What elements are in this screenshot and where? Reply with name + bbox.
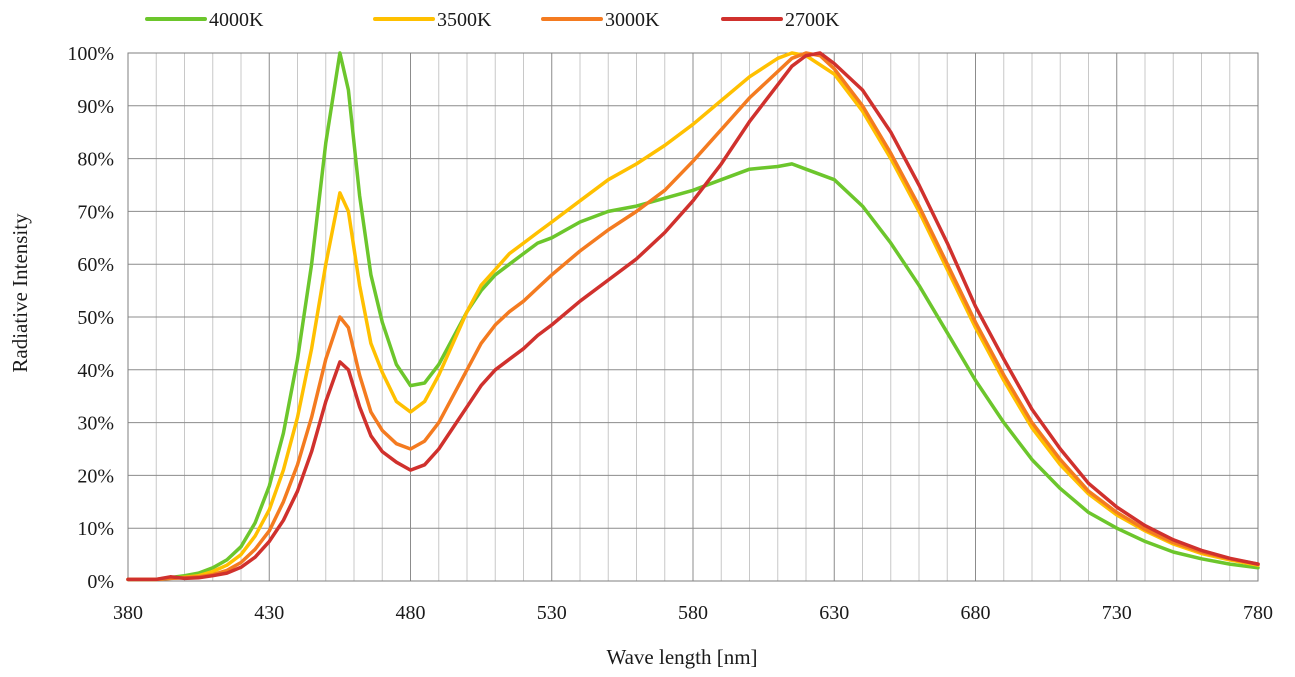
y-tick-label: 100% (67, 43, 114, 65)
y-tick-label: 0% (87, 571, 114, 593)
x-tick-label: 530 (537, 602, 567, 624)
legend: 4000K 3500K 3000K 2700K (145, 9, 840, 31)
x-axis-tick-labels: 380 430 480 530 580 630 680 730 780 (113, 602, 1273, 624)
series-line-3000K (126, 51, 1260, 582)
legend-label-4000K: 4000K (209, 9, 264, 31)
y-tick-label: 30% (77, 413, 114, 435)
x-tick-label: 630 (819, 602, 849, 624)
legend-label-3500K: 3500K (437, 9, 492, 31)
x-tick-label: 480 (396, 602, 426, 624)
y-tick-label: 60% (77, 254, 114, 276)
plot-area-frame (127, 52, 1259, 582)
y-tick-label: 50% (77, 307, 114, 329)
y-tick-label: 90% (77, 96, 114, 118)
series-line-2700K (126, 51, 1260, 582)
y-tick-label: 70% (77, 201, 114, 223)
x-tick-label: 580 (678, 602, 708, 624)
x-tick-label: 780 (1243, 602, 1273, 624)
series-line-4000K (126, 51, 1260, 582)
y-tick-label: 10% (77, 518, 114, 540)
x-tick-label: 430 (254, 602, 284, 624)
series-lines (126, 51, 1260, 582)
x-tick-label: 680 (961, 602, 991, 624)
x-tick-label: 380 (113, 602, 143, 624)
y-tick-label: 80% (77, 149, 114, 171)
x-axis-title: Wave length [nm] (606, 645, 757, 669)
y-axis-tick-labels: 0% 10% 20% 30% 40% 50% 60% 70% 80% 90% 100% (67, 43, 114, 593)
x-tick-label: 730 (1102, 602, 1132, 624)
legend-label-3000K: 3000K (605, 9, 660, 31)
y-tick-label: 20% (77, 465, 114, 487)
series-line-3500K (126, 51, 1260, 582)
y-tick-label: 40% (77, 360, 114, 382)
y-axis-title: Radiative Intensity (8, 213, 32, 373)
legend-label-2700K: 2700K (785, 9, 840, 31)
